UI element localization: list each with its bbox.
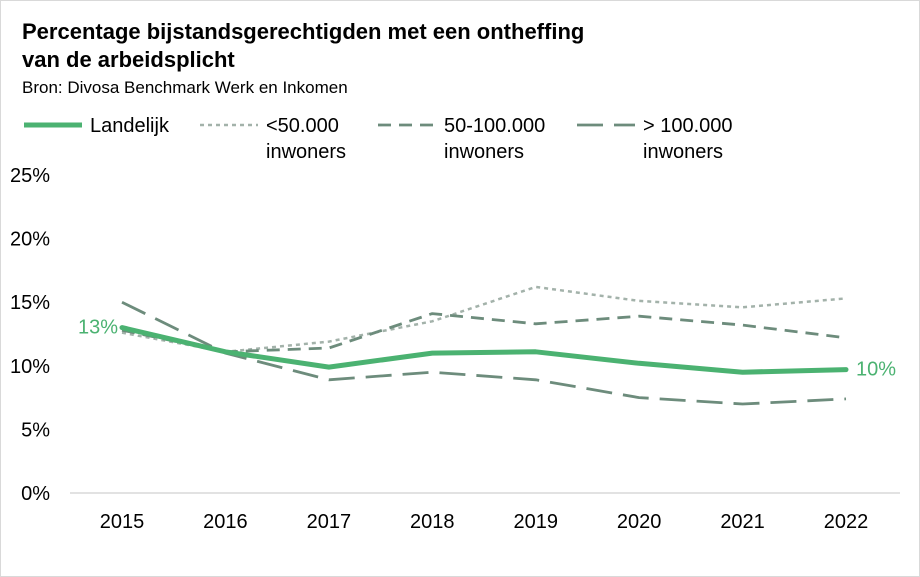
y-tick-label: 15%	[10, 292, 50, 314]
series-line-50-100-000-inwoners	[121, 312, 847, 354]
legend-label: inwoners	[444, 141, 524, 163]
legend-label: Landelijk	[90, 115, 170, 137]
legend-label: > 100.000	[643, 115, 733, 137]
x-tick-label: 2021	[720, 511, 765, 533]
y-tick-label: 5%	[21, 419, 50, 441]
x-tick-label: 2019	[513, 511, 558, 533]
y-tick-label: 20%	[10, 229, 50, 251]
chart-subtitle: Bron: Divosa Benchmark Werk en Inkomen	[22, 78, 348, 97]
x-tick-label: 2017	[307, 511, 352, 533]
x-tick-label: 2018	[410, 511, 455, 533]
data-labels: 13% 10%	[78, 317, 896, 381]
legend-label: <50.000	[266, 115, 339, 137]
x-tick-label: 2016	[203, 511, 248, 533]
chart-title-line-2: van de arbeidsplicht	[22, 47, 235, 72]
plot-area	[119, 285, 849, 406]
legend: Landelijk <50.000 inwoners 50-100.000 inwone…	[24, 115, 733, 163]
legend-label: inwoners	[643, 141, 723, 163]
series-line-landelijk	[119, 325, 849, 375]
legend-label: 50-100.000	[444, 115, 545, 137]
series-line-50-000-inwoners	[121, 285, 847, 354]
x-tick-label: 2015	[100, 511, 145, 533]
x-axis: 2015 2016 2017 2018 2019 2020 2021 2022	[100, 511, 869, 533]
y-tick-label: 25%	[10, 165, 50, 187]
series-line-100-000-inwoners	[121, 300, 847, 406]
y-axis: 0% 5% 10% 15% 20% 25%	[10, 165, 50, 505]
y-tick-label: 0%	[21, 483, 50, 505]
chart-title-line-1: Percentage bijstandsgerechtigden met een…	[22, 19, 584, 44]
y-tick-label: 10%	[10, 356, 50, 378]
x-tick-label: 2022	[824, 511, 869, 533]
data-label: 10%	[856, 359, 896, 381]
legend-label: inwoners	[266, 141, 346, 163]
data-label: 13%	[78, 317, 118, 339]
x-tick-label: 2020	[617, 511, 662, 533]
